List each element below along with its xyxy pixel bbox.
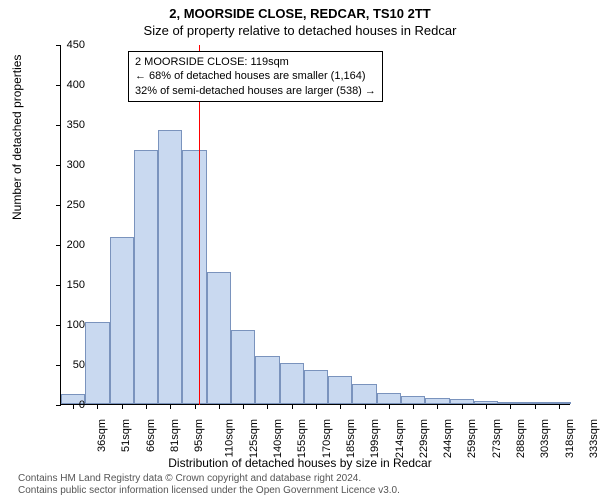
xaxis-tick-label: 110sqm: [223, 419, 235, 457]
histogram-bar: [255, 356, 279, 404]
annotation-line: ← 68% of detached houses are smaller (1,…: [135, 69, 376, 83]
xtick: [243, 404, 244, 409]
yaxis-tick-label: 350: [55, 119, 85, 131]
xtick: [340, 404, 341, 409]
yaxis-title: Number of detached properties: [10, 55, 24, 220]
xaxis-tick-label: 140sqm: [272, 419, 284, 458]
yaxis-tick-label: 50: [55, 359, 85, 371]
title-sub: Size of property relative to detached ho…: [0, 21, 600, 38]
yaxis-tick-label: 250: [55, 199, 85, 211]
xtick: [267, 404, 268, 409]
footnote-line2: Contains public sector information licen…: [18, 485, 400, 497]
xaxis-tick-label: 125sqm: [248, 419, 260, 458]
yaxis-tick-label: 300: [55, 159, 85, 171]
xaxis-tick-label: 36sqm: [96, 419, 108, 452]
histogram-bar: [401, 396, 425, 404]
xtick: [195, 404, 196, 409]
xaxis-tick-label: 318sqm: [564, 419, 576, 458]
histogram-bar: [134, 150, 158, 404]
xtick: [437, 404, 438, 409]
histogram-bar: [377, 393, 401, 404]
xtick: [389, 404, 390, 409]
footnote: Contains HM Land Registry data © Crown c…: [18, 473, 400, 497]
xtick: [219, 404, 220, 409]
xaxis-tick-label: 155sqm: [297, 419, 309, 458]
xaxis-tick-label: 170sqm: [321, 419, 333, 458]
yaxis-tick-label: 100: [55, 319, 85, 331]
xaxis-tick-label: 81sqm: [169, 419, 181, 452]
annotation-line: 32% of semi-detached houses are larger (…: [135, 84, 376, 98]
histogram-bar: [182, 150, 206, 404]
xaxis-tick-label: 303sqm: [539, 419, 551, 458]
xtick: [462, 404, 463, 409]
xtick: [292, 404, 293, 409]
histogram-bar: [304, 370, 328, 404]
xtick: [170, 404, 171, 409]
histogram-bar: [280, 363, 304, 404]
annotation-line: 2 MOORSIDE CLOSE: 119sqm: [135, 55, 376, 69]
xtick: [535, 404, 536, 409]
xtick: [510, 404, 511, 409]
xaxis-tick-label: 51sqm: [120, 419, 132, 452]
xtick: [97, 404, 98, 409]
xaxis-tick-label: 214sqm: [394, 419, 406, 458]
histogram-bar: [328, 376, 352, 404]
histogram-bar: [85, 322, 109, 404]
xaxis-tick-label: 229sqm: [418, 419, 430, 458]
xtick: [146, 404, 147, 409]
xaxis-tick-label: 273sqm: [491, 419, 503, 458]
yaxis-tick-label: 400: [55, 79, 85, 91]
xtick: [486, 404, 487, 409]
histogram-bar: [158, 130, 182, 404]
histogram-bar: [231, 330, 255, 404]
histogram-bar: [352, 384, 376, 404]
yaxis-tick-label: 200: [55, 239, 85, 251]
xaxis-tick-label: 288sqm: [515, 419, 527, 458]
yaxis-tick-label: 0: [55, 399, 85, 411]
xaxis-tick-label: 185sqm: [345, 419, 357, 458]
xaxis-tick-label: 244sqm: [442, 419, 454, 458]
histogram-bar: [207, 272, 231, 404]
xtick: [365, 404, 366, 409]
title-main: 2, MOORSIDE CLOSE, REDCAR, TS10 2TT: [0, 0, 600, 21]
xtick: [316, 404, 317, 409]
annotation-box: 2 MOORSIDE CLOSE: 119sqm← 68% of detache…: [128, 51, 383, 102]
xaxis-tick-label: 95sqm: [193, 419, 205, 452]
yaxis-tick-label: 450: [55, 39, 85, 51]
xaxis-tick-label: 199sqm: [369, 419, 381, 458]
footnote-line1: Contains HM Land Registry data © Crown c…: [18, 473, 400, 485]
yaxis-tick-label: 150: [55, 279, 85, 291]
plot-area: 2 MOORSIDE CLOSE: 119sqm← 68% of detache…: [60, 45, 570, 405]
xaxis-tick-label: 66sqm: [145, 419, 157, 452]
xtick: [559, 404, 560, 409]
xaxis-tick-label: 259sqm: [467, 419, 479, 458]
xtick: [413, 404, 414, 409]
histogram-chart: 2 MOORSIDE CLOSE: 119sqm← 68% of detache…: [60, 45, 570, 405]
xaxis-tick-label: 333sqm: [588, 419, 600, 458]
histogram-bar: [110, 237, 134, 404]
xtick: [122, 404, 123, 409]
